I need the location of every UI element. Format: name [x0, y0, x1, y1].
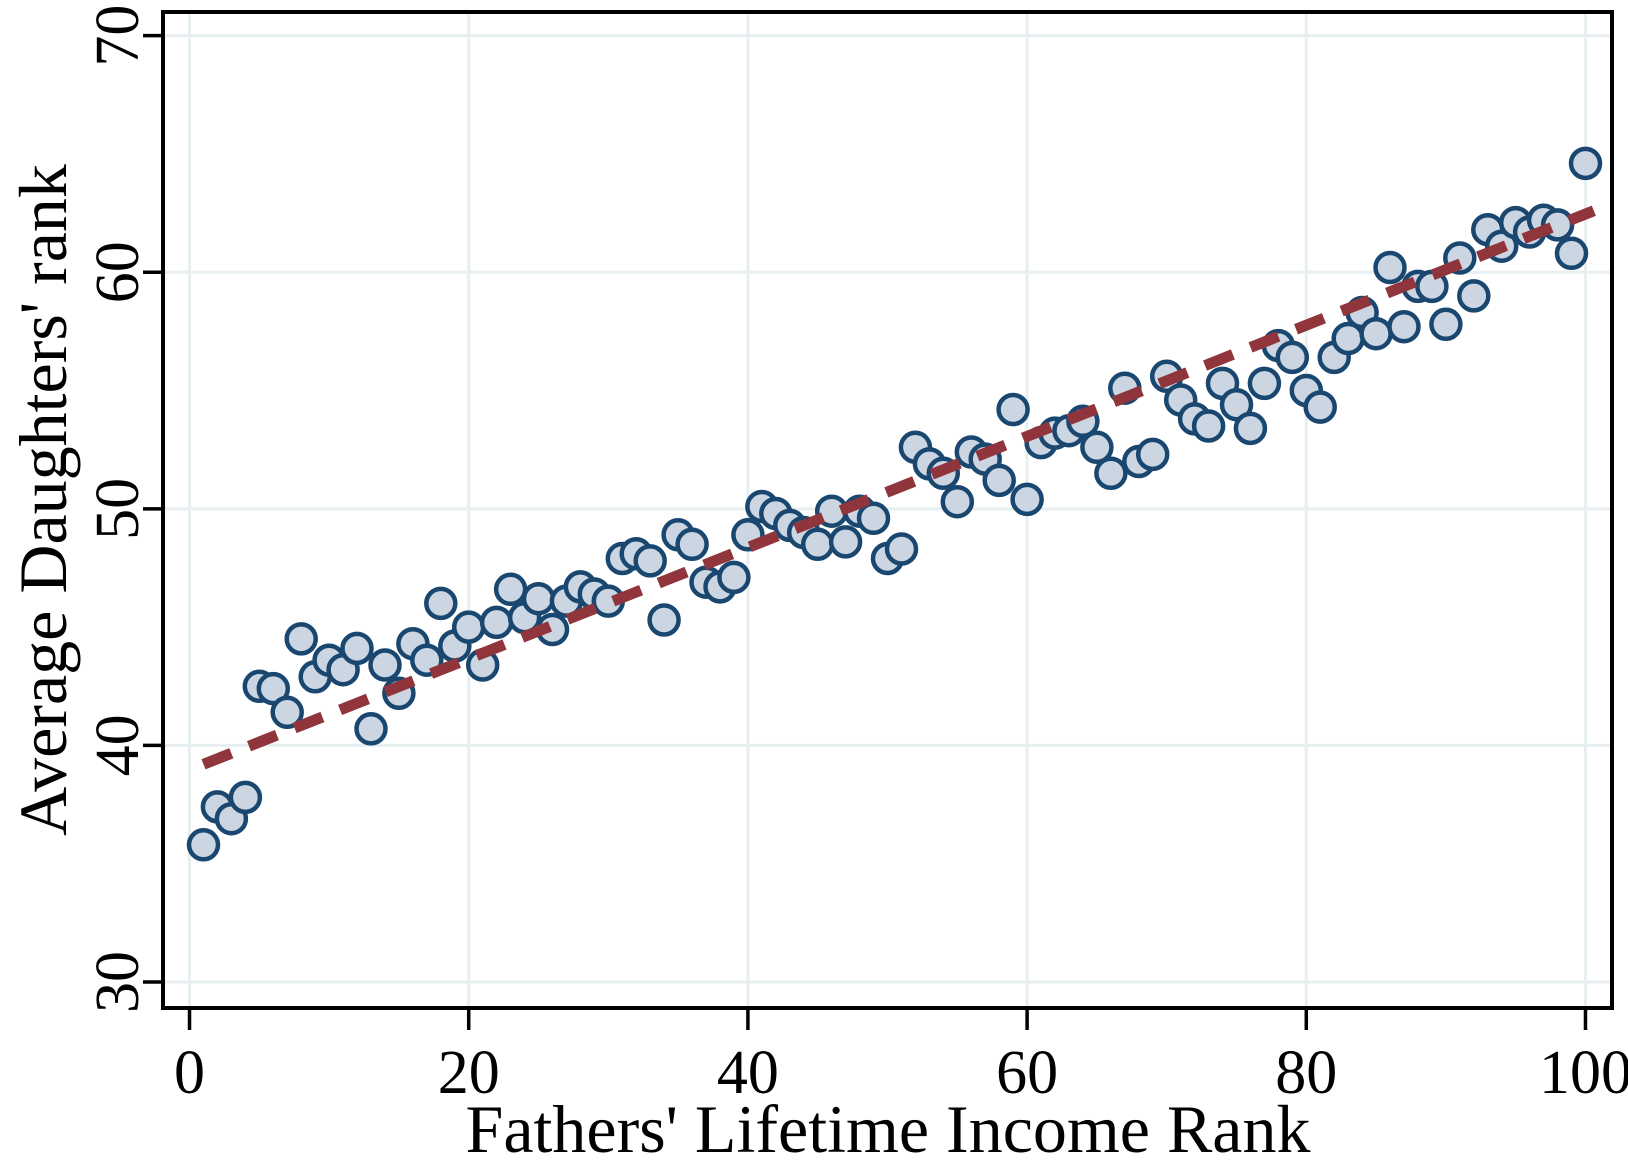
x-tick-label: 100: [1539, 1039, 1628, 1107]
scatter-point: [856, 501, 891, 536]
y-tick-label: 50: [84, 478, 152, 540]
scatter-point: [982, 463, 1016, 498]
y-axis-title: Average Daughters' rank: [5, 164, 81, 836]
scatter-point: [1387, 309, 1421, 344]
scatter-point: [451, 610, 486, 644]
scatter-point: [647, 603, 681, 637]
scatter-point: [340, 631, 374, 666]
scatter-point: [675, 527, 709, 562]
scatter-point: [1233, 411, 1268, 446]
y-tick-label: 30: [84, 951, 152, 1013]
x-tick-label: 60: [996, 1039, 1058, 1107]
y-tick-label: 60: [84, 241, 152, 303]
scatter-point: [1275, 340, 1310, 375]
scatter-point: [1429, 307, 1463, 342]
scatter-point: [493, 572, 528, 607]
scatter-point: [1247, 366, 1282, 401]
x-tick-label: 20: [438, 1039, 500, 1107]
trend-line: [201, 205, 1596, 770]
scatter-point: [996, 392, 1030, 427]
x-axis-title: Fathers' Lifetime Income Rank: [466, 1091, 1311, 1166]
x-tick-label: 40: [717, 1039, 779, 1107]
tick-labels: 0 20 40 60 80 100 30 40 50 60 70: [84, 5, 1628, 1107]
scatter-point: [479, 605, 514, 640]
scatter-point: [186, 828, 221, 862]
scatter-point: [940, 484, 975, 519]
scatter-point: [424, 586, 458, 621]
scatter-point: [1094, 456, 1128, 491]
scatter-point: [1080, 430, 1114, 465]
fitted-dashed-line: [201, 205, 1596, 770]
scatter-point: [270, 695, 304, 730]
scatter-point: [800, 527, 835, 562]
scatter-point: [1359, 316, 1393, 351]
x-tick-label: 80: [1275, 1039, 1337, 1107]
scatter-point: [1457, 279, 1491, 313]
scatter-point: [1554, 236, 1589, 271]
axis-ticks: [143, 33, 1588, 1030]
scatter-point: [368, 648, 402, 682]
scatter-point: [633, 544, 667, 578]
scatter-point: [1303, 390, 1337, 424]
scatter-point: [1010, 482, 1044, 517]
scatter-point: [828, 525, 863, 559]
scatter-point: [1373, 250, 1407, 285]
scatter-point: [1135, 437, 1170, 472]
scatter-points: [186, 146, 1603, 862]
scatter-point: [1568, 146, 1603, 181]
scatter-point: [354, 712, 388, 746]
scatter-point: [228, 780, 263, 815]
scatter-point: [284, 622, 318, 656]
x-tick-label: 0: [174, 1039, 205, 1107]
scatter-point: [884, 532, 919, 566]
scatter-point: [521, 581, 556, 616]
y-tick-label: 70: [84, 5, 152, 67]
scatter-point: [717, 560, 751, 595]
scatter-point: [1191, 409, 1226, 443]
y-tick-label: 40: [84, 714, 152, 776]
